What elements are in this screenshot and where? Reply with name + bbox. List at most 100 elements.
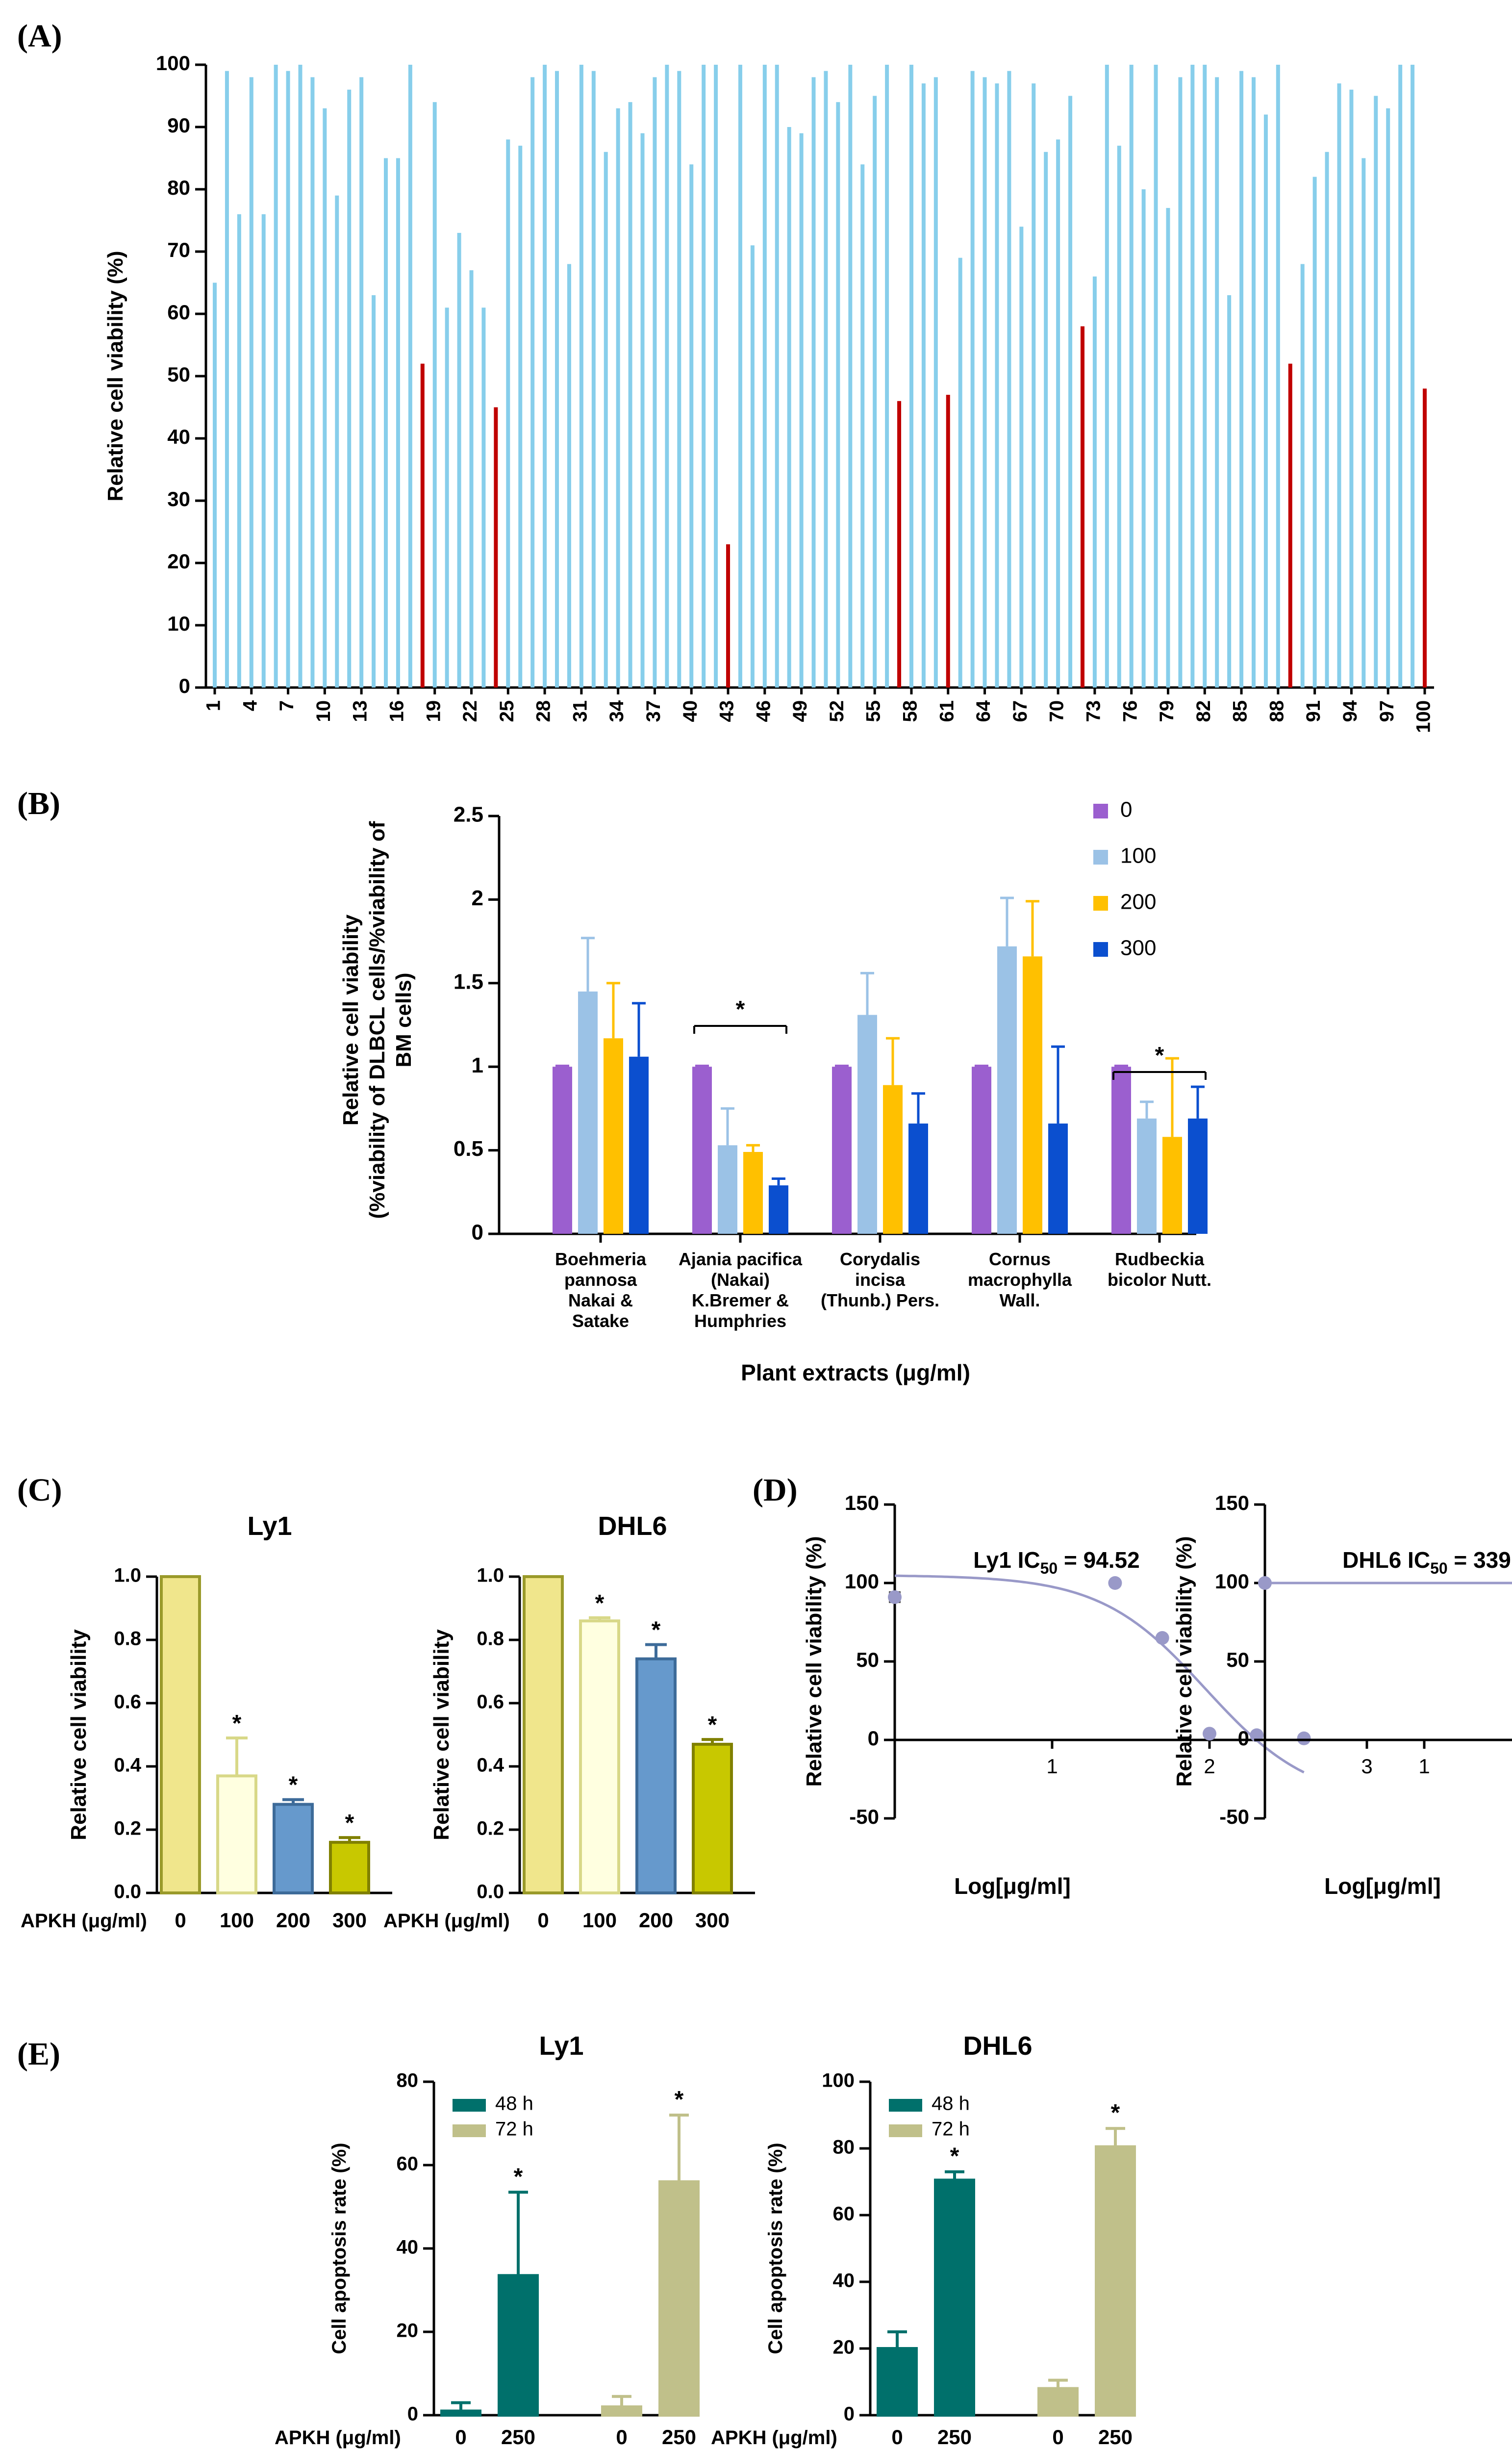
bar <box>702 65 706 688</box>
bar <box>1215 77 1219 688</box>
x-category-label: (Nakai) <box>711 1270 770 1290</box>
y-tick-label: 30 <box>167 487 190 511</box>
bar <box>1105 65 1109 688</box>
y-tick-label: 0.6 <box>477 1691 504 1713</box>
bar <box>494 407 498 688</box>
x-category-label: Wall. <box>1000 1290 1040 1310</box>
x-tick-label: 250 <box>662 2425 696 2449</box>
bar <box>934 2178 975 2417</box>
x-tick-label: 61 <box>936 700 958 722</box>
bar <box>274 65 278 688</box>
y-tick-label: 40 <box>167 425 190 448</box>
x-tick-label: 300 <box>695 1909 730 1932</box>
bar <box>908 1123 928 1234</box>
y-tick-label: 100 <box>822 2070 855 2092</box>
x-tick-label: 49 <box>789 700 811 722</box>
ic50-title: Ly1 IC50 = 94.52 <box>973 1547 1139 1577</box>
x-tick-label: 0 <box>455 2425 466 2449</box>
bar <box>1162 1137 1182 1234</box>
bar <box>601 2405 642 2417</box>
y-tick-label: 0.4 <box>477 1755 504 1776</box>
y-tick-label: 2 <box>472 886 483 910</box>
bar <box>897 401 902 688</box>
legend-swatch <box>1093 942 1108 957</box>
x-tick-label: 55 <box>863 700 884 722</box>
bar <box>857 1015 877 1234</box>
bar <box>1251 77 1256 688</box>
bar <box>216 1774 257 1895</box>
x-tick-label: 58 <box>900 700 921 722</box>
legend-label: 72 h <box>495 2119 533 2140</box>
bar <box>1349 89 1354 688</box>
x-tick-label: 1 <box>1046 1755 1058 1778</box>
bar <box>543 65 547 688</box>
y-tick-label: 0.0 <box>114 1881 141 1903</box>
bar <box>946 395 950 688</box>
bar <box>567 264 571 688</box>
y-tick-label: 40 <box>833 2270 855 2292</box>
x-tick-label: 46 <box>753 700 774 722</box>
bar <box>640 133 645 688</box>
legend-label: 72 h <box>932 2119 970 2140</box>
x-category-label: pannosa <box>564 1270 637 1290</box>
bar <box>237 214 241 688</box>
bar <box>787 127 791 688</box>
bar <box>635 1657 677 1894</box>
bar <box>995 83 999 688</box>
y-tick-label: 20 <box>167 550 190 573</box>
x-prefix-label: APKH (μg/ml) <box>275 2427 401 2449</box>
legend-swatch <box>889 2124 922 2137</box>
y-tick-label: 80 <box>397 2070 419 2092</box>
bar <box>775 65 779 688</box>
bar <box>1137 1118 1157 1234</box>
legend-swatch <box>889 2099 922 2112</box>
y-tick-label: 60 <box>833 2203 855 2225</box>
bar <box>440 2409 481 2417</box>
x-prefix-label: APKH (μg/ml) <box>711 2427 837 2449</box>
chart-c-ly1: 0.0 0.2 0.4 0.6 0.8 1.0 Relative cell viabilit… <box>21 1511 392 1932</box>
y-tick-label: -50 <box>849 1805 879 1828</box>
data-point <box>1203 1727 1216 1741</box>
bar <box>1263 114 1268 688</box>
bar <box>1386 108 1390 688</box>
data-point <box>888 1590 902 1604</box>
x-tick-label: 13 <box>350 700 371 722</box>
y-tick-label: 20 <box>397 2320 419 2342</box>
x-tick-label: 37 <box>643 700 664 722</box>
y-tick-label: 0.2 <box>477 1818 504 1839</box>
x-tick-label: 16 <box>386 700 408 722</box>
x-tick-label: 0 <box>616 2425 627 2449</box>
x-tick-label: 31 <box>569 700 591 722</box>
x-tick-label: 88 <box>1266 700 1287 722</box>
bar <box>1288 363 1292 688</box>
bar <box>811 77 816 688</box>
bar <box>213 282 217 688</box>
bar <box>1276 65 1280 688</box>
x-tick-label: 76 <box>1119 700 1141 722</box>
x-tick-label: 250 <box>937 2425 972 2449</box>
legend-swatch <box>1093 804 1108 818</box>
bar <box>518 146 523 688</box>
bar <box>481 307 486 688</box>
ic50-title-text: Ly1 IC <box>973 1547 1040 1573</box>
panel-label-e: (E) <box>17 2036 60 2072</box>
y-tick-label: 2.5 <box>454 803 483 827</box>
significance-star: * <box>675 2087 684 2113</box>
x-tick-label: 100 <box>1413 700 1435 733</box>
bar <box>1411 65 1415 688</box>
bar <box>384 158 388 688</box>
chart-d-ly1: -50 0 50 100 150 1 2 3 Log[μg/ml] Relative cell v… <box>802 1491 1373 1899</box>
y-tick-label: 0.4 <box>114 1755 141 1776</box>
bar <box>225 71 229 688</box>
bar <box>799 133 804 688</box>
bar <box>457 232 461 688</box>
bar <box>445 307 449 688</box>
bar <box>836 102 840 688</box>
y-axis-title: Cell apoptosis rate (%) <box>765 2143 786 2354</box>
data-point <box>1250 1728 1264 1742</box>
y-tick-label: 20 <box>833 2337 855 2358</box>
x-category-label: incisa <box>855 1270 906 1290</box>
bar <box>1056 139 1060 688</box>
